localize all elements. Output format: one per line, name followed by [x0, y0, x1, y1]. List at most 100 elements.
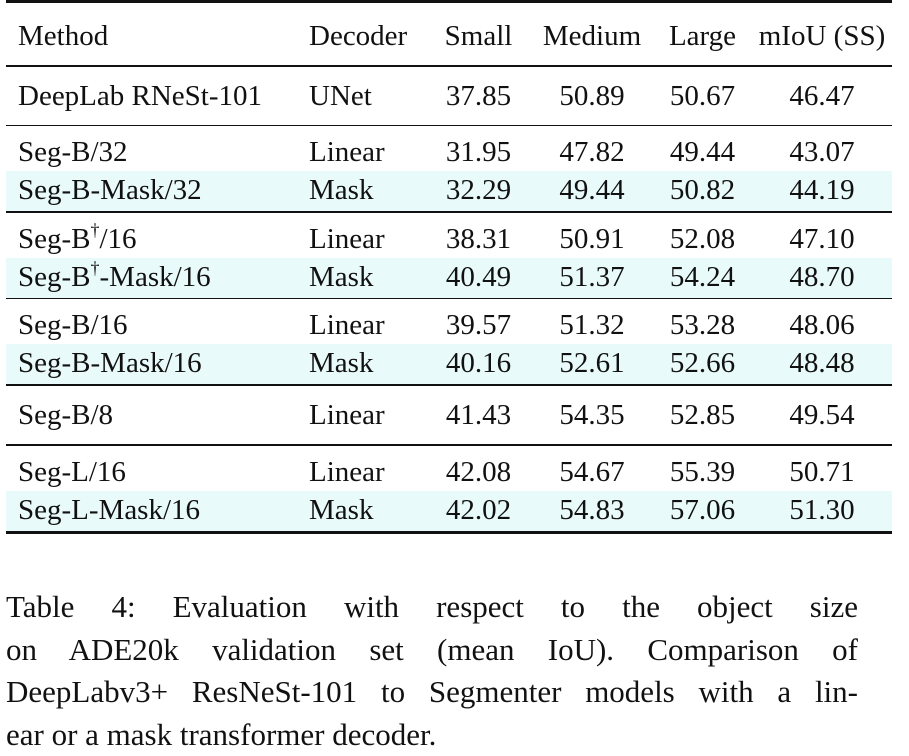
cell-medium: 52.61	[559, 347, 625, 380]
cell-large: 52.66	[669, 347, 736, 380]
cell-large: 52.85	[669, 398, 736, 431]
cell-medium: 54.67	[559, 455, 625, 488]
cell-small: 39.57	[445, 309, 512, 342]
cell-small: 31.95	[445, 136, 512, 169]
cell-medium: 50.91	[559, 222, 625, 255]
cell-large: 50.82	[669, 174, 736, 207]
cell-miou: 49.54	[789, 398, 855, 431]
cell-method: Seg-B-Mask/32	[18, 171, 202, 209]
cell-decoder: Linear	[309, 309, 385, 342]
cell-decoder: Linear	[309, 455, 385, 488]
cell-medium: 47.82	[559, 136, 625, 169]
cell-decoder: Linear	[309, 222, 385, 255]
method-name: Seg-B/16	[18, 309, 128, 342]
header-miou: mIoU (SS)	[758, 20, 886, 52]
method-name: Seg-L/16	[18, 455, 126, 488]
table-body: DeepLab RNeSt-101 UNet 37.85 50.89 50.67 46.4…	[6, 67, 892, 534]
table-row: Seg-B/16 Linear 39.57 51.32 53.28 48.06	[6, 299, 892, 344]
header-medium: Medium	[542, 20, 642, 52]
dagger-mark: †	[90, 257, 100, 278]
table-row: Seg-L/16 Linear 42.08 54.67 55.39 50.71	[6, 446, 892, 491]
method-name: Seg-B	[18, 222, 91, 255]
cell-medium: 54.35	[559, 398, 625, 431]
method-name: Seg-L-Mask/16	[18, 493, 201, 526]
cell-decoder: Mask	[309, 347, 374, 380]
cell-miou: 43.07	[789, 136, 855, 169]
cell-method: Seg-L-Mask/16	[18, 491, 200, 529]
header-decoder: Decoder	[309, 20, 408, 52]
cell-small: 32.29	[445, 174, 512, 207]
dagger-mark: †	[90, 219, 100, 240]
cell-method: Seg-B/32	[18, 126, 128, 178]
cell-miou: 51.30	[789, 493, 855, 526]
method-name: Seg-B-Mask/16	[18, 347, 202, 380]
cell-miou: 50.71	[789, 455, 855, 488]
cell-medium: 54.83	[559, 493, 625, 526]
cell-small: 40.16	[445, 347, 512, 380]
cell-miou: 48.70	[789, 260, 855, 293]
caption-line: on ADE20k validation set (mean IoU). Com…	[6, 631, 858, 667]
method-name: Seg-B-Mask/32	[18, 174, 202, 207]
method-name: Seg-B	[18, 260, 91, 293]
cell-large: 57.06	[669, 493, 736, 526]
results-table: Method Decoder Small Medium Large mIoU (…	[6, 0, 892, 534]
cell-decoder: Linear	[309, 136, 385, 169]
group-rule	[6, 384, 892, 386]
table-row: Seg-L-Mask/16 Mask 42.02 54.83 57.06 51.30	[6, 490, 892, 531]
cell-miou: 48.06	[789, 309, 855, 342]
cell-small: 37.85	[445, 79, 512, 112]
cell-medium: 50.89	[559, 79, 625, 112]
table-row: DeepLab RNeSt-101 UNet 37.85 50.89 50.67 46.4…	[6, 67, 892, 125]
cell-medium: 49.44	[559, 174, 625, 207]
cell-method: Seg-B-Mask/16	[18, 344, 202, 382]
group-rule	[6, 124, 892, 127]
method-suffix: /16	[99, 222, 137, 255]
group-rule	[6, 297, 892, 300]
cell-decoder: Linear	[309, 398, 385, 431]
table-row: Seg-B/32 Linear 31.95 47.82 49.44 43.07	[6, 126, 892, 171]
caption-line: DeepLabv3+ ResNeSt-101 to Segmenter mode…	[6, 674, 858, 709]
cell-method: Seg-B†-Mask/16	[18, 258, 211, 299]
cell-large: 50.67	[669, 79, 736, 112]
cell-method: Seg-B†/16	[18, 213, 137, 268]
group-rule	[6, 443, 892, 446]
table-row: Seg-B†-Mask/16 Mask 40.49 51.37 54.24 48.70	[6, 257, 892, 299]
group-rule	[6, 211, 892, 213]
cell-small: 42.08	[445, 455, 512, 488]
cell-method: DeepLab RNeSt-101	[18, 67, 262, 125]
cell-method: Seg-L/16	[18, 446, 126, 498]
header-rule	[6, 65, 892, 67]
method-name: DeepLab RNeSt-101	[18, 79, 263, 112]
table-row: Seg-B-Mask/32 Mask 32.29 49.44 50.82 44.19	[6, 171, 892, 212]
cell-small: 38.31	[445, 222, 512, 255]
method-name: Seg-B/8	[18, 398, 114, 431]
cell-large: 54.24	[669, 260, 736, 293]
table-row: Seg-B/8 Linear 41.43 54.35 52.85 49.54	[6, 386, 892, 444]
method-suffix: -Mask/16	[99, 260, 211, 293]
table-row: Seg-B†/16 Linear 38.31 50.91 52.08 47.10	[6, 213, 892, 258]
cell-small: 40.49	[445, 260, 512, 293]
table-bottom-rule	[6, 530, 892, 534]
cell-miou: 48.48	[789, 347, 855, 380]
cell-large: 53.28	[669, 309, 736, 342]
cell-medium: 51.37	[559, 260, 625, 293]
cell-method: Seg-B/16	[18, 299, 128, 351]
table-header-row: Method Decoder Small Medium Large mIoU (…	[6, 3, 892, 65]
header-large: Large	[668, 20, 737, 52]
table-top-rule	[6, 0, 892, 3]
caption-line: ear or a mask transformer decoder.	[6, 716, 437, 752]
cell-large: 49.44	[669, 136, 736, 169]
cell-small: 41.43	[445, 398, 512, 431]
header-small: Small	[444, 20, 513, 52]
cell-method: Seg-B/8	[18, 386, 113, 444]
cell-miou: 44.19	[789, 174, 855, 207]
cell-decoder: Mask	[309, 174, 374, 207]
cell-small: 42.02	[445, 493, 512, 526]
cell-medium: 51.32	[559, 309, 625, 342]
table-row: Seg-B-Mask/16 Mask 40.16 52.61 52.66 48.48	[6, 344, 892, 385]
cell-decoder: UNet	[309, 79, 372, 112]
cell-miou: 47.10	[789, 222, 855, 255]
header-method: Method	[18, 20, 109, 52]
caption-line: Table 4: Evaluation with respect to the …	[6, 589, 858, 624]
table-caption: Table 4: Evaluation with respect to the …	[6, 586, 858, 756]
